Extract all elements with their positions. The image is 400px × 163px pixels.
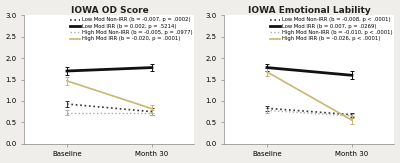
Title: IOWA Emotional Lability: IOWA Emotional Lability	[248, 6, 371, 15]
Legend: Low Mod Non-IRR (b = -0.007, p = .0002), Low Mod IRR (b = 0.002, p = .5214), Hig: Low Mod Non-IRR (b = -0.007, p = .0002),…	[69, 17, 193, 42]
Legend: Low Mod Non-IRR (b = -0.008, p < .0001), Low Mod IRR (b = 0.007, p = .0269), Hig: Low Mod Non-IRR (b = -0.008, p < .0001),…	[269, 17, 393, 42]
Title: IOWA OD Score: IOWA OD Score	[70, 6, 148, 15]
